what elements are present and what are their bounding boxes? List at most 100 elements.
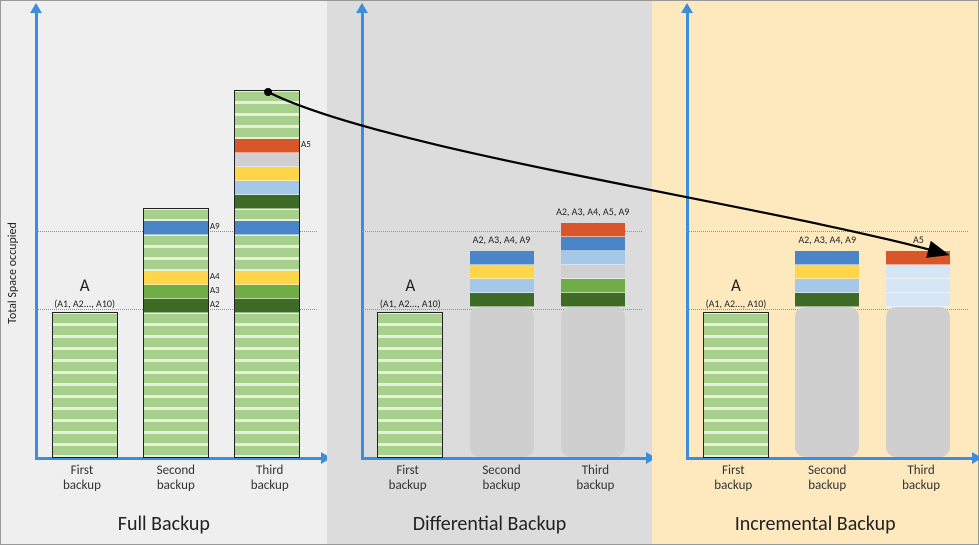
data-stripe-segment	[235, 313, 299, 325]
x-tick-label: Secondbackup	[459, 464, 544, 500]
data-stripe-segment	[235, 247, 299, 259]
data-stripe-segment	[235, 103, 299, 115]
bar-column: A2A3A4A9	[135, 17, 217, 457]
data-stripe-segment	[704, 385, 768, 397]
bar-column: A2, A3, A4, A9	[786, 17, 868, 457]
data-segment	[561, 237, 625, 251]
data-stripe-segment	[378, 421, 442, 433]
data-segment: A9	[144, 221, 208, 235]
data-stripe-segment	[704, 349, 768, 361]
x-tick-label: Thirdbackup	[879, 464, 964, 500]
data-stripe-segment	[378, 409, 442, 421]
data-stripe-segment	[53, 349, 117, 361]
data-stripe-segment	[144, 397, 208, 409]
data-stripe-segment	[53, 409, 117, 421]
bar-top-label: A (A1, A2..., A10)	[706, 277, 767, 311]
data-stripe-segment	[235, 397, 299, 409]
data-segment: A5	[235, 139, 299, 153]
bar-column: A2, A3, A4, A5, A9	[552, 17, 634, 457]
data-stripe-segment	[704, 313, 768, 325]
data-segment	[886, 265, 950, 279]
data-stripe-segment	[53, 421, 117, 433]
data-stripe-segment	[235, 127, 299, 139]
data-stripe-segment	[144, 421, 208, 433]
bar-top-label-big: A	[54, 277, 115, 296]
data-stripe-segment	[378, 313, 442, 325]
data-segment	[561, 223, 625, 237]
data-stripe-segment	[704, 361, 768, 373]
previous-backup-silhouette: A2, A3, A4, A9	[795, 307, 859, 457]
bar-top-label-small: (A1, A2..., A10)	[54, 298, 115, 309]
x-tick-label: Firstbackup	[40, 464, 125, 500]
data-stripe-segment	[235, 235, 299, 247]
data-stripe-segment	[235, 209, 299, 221]
data-stripe-segment	[704, 421, 768, 433]
x-tick-label: Thirdbackup	[227, 464, 312, 500]
panel-full-backup: Total Space occupiedA(A1, A2..., A10)A2A…	[1, 1, 327, 544]
data-stripe-segment	[704, 373, 768, 385]
data-segment	[235, 299, 299, 313]
segment-tag: A3	[210, 285, 220, 296]
bar-top-label: A2, A3, A4, A9	[798, 234, 856, 247]
data-segment	[470, 265, 534, 279]
plot-area: A(A1, A2..., A10)A2, A3, A4, A9A2, A3, A…	[361, 17, 643, 460]
data-segment	[561, 251, 625, 265]
delta-stack	[886, 251, 950, 307]
previous-backup-silhouette: A5	[886, 307, 950, 457]
data-stripe-segment	[378, 397, 442, 409]
data-segment: A3	[144, 285, 208, 299]
data-segment	[235, 167, 299, 181]
bar-top-label-big: A	[380, 277, 441, 296]
data-stripe-segment	[53, 373, 117, 385]
data-stripe-segment	[144, 259, 208, 271]
data-stripe-segment	[53, 337, 117, 349]
data-segment	[235, 195, 299, 209]
x-tick-label: Secondbackup	[785, 464, 870, 500]
plot-area: A (A1, A2..., A10) A2, A3, A4, A9 A5	[686, 17, 968, 460]
data-stripe-segment	[144, 385, 208, 397]
bar-group: A(A1, A2..., A10)A2, A3, A4, A9A2, A3, A…	[361, 17, 643, 457]
bar-column: A5	[226, 17, 308, 457]
data-stripe-segment	[53, 433, 117, 445]
data-stripe-segment	[378, 445, 442, 457]
bar-top-label: A5	[913, 234, 924, 247]
data-stripe-segment	[144, 373, 208, 385]
data-stripe-segment	[704, 337, 768, 349]
data-segment	[886, 279, 950, 293]
data-stripe-segment	[144, 361, 208, 373]
data-stripe-segment	[53, 325, 117, 337]
data-stripe-segment	[704, 397, 768, 409]
data-stripe-segment	[53, 361, 117, 373]
data-segment	[235, 285, 299, 299]
backup-comparison-diagram: Total Space occupiedA(A1, A2..., A10)A2A…	[0, 0, 979, 545]
data-stripe-segment	[235, 91, 299, 103]
data-segment	[235, 271, 299, 285]
backup-stack: A2A3A4A9	[144, 209, 208, 457]
backup-stack	[378, 313, 442, 457]
x-tick-labels: FirstbackupSecondbackupThirdbackup	[35, 464, 317, 500]
segment-tag: A2	[210, 299, 220, 310]
data-stripe-segment	[235, 445, 299, 457]
data-stripe-segment	[235, 349, 299, 361]
delta-stack	[470, 251, 534, 307]
bar-column: A (A1, A2..., A10)	[44, 17, 126, 457]
data-segment	[470, 251, 534, 265]
data-stripe-segment	[235, 433, 299, 445]
segment-tag: A9	[210, 221, 220, 232]
data-stripe-segment	[235, 421, 299, 433]
data-stripe-segment	[378, 361, 442, 373]
data-stripe-segment	[144, 313, 208, 325]
bar-top-label-small: (A1, A2..., A10)	[380, 298, 441, 309]
data-stripe-segment	[53, 445, 117, 457]
bar-group: A (A1, A2..., A10) A2A3A4A9 A5	[35, 17, 317, 457]
bar-column: A (A1, A2..., A10)	[369, 17, 451, 457]
data-stripe-segment	[378, 433, 442, 445]
data-stripe-segment	[235, 115, 299, 127]
data-stripe-segment	[378, 385, 442, 397]
data-stripe-segment	[144, 235, 208, 247]
bar-top-label-small: (A1, A2..., A10)	[706, 298, 767, 309]
data-stripe-segment	[144, 445, 208, 457]
data-stripe-segment	[144, 209, 208, 221]
bar-top-label-big: A	[706, 277, 767, 296]
panel-title: Incremental Backup	[652, 512, 978, 536]
